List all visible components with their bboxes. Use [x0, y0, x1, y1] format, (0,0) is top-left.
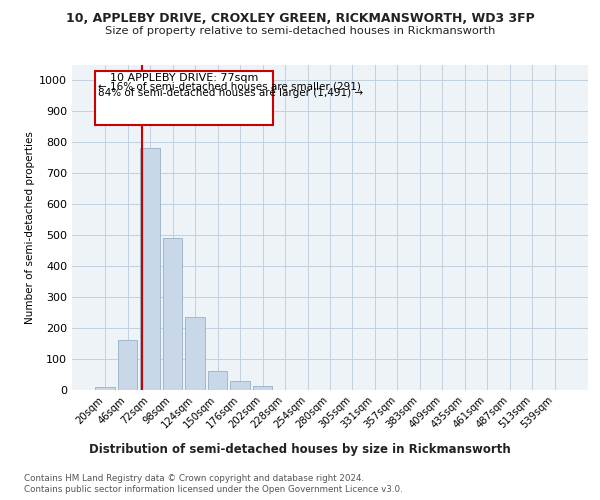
Bar	[253, 386, 272, 390]
FancyBboxPatch shape	[95, 71, 272, 126]
Text: ← 16% of semi-detached houses are smaller (291): ← 16% of semi-detached houses are smalle…	[98, 81, 361, 91]
Bar	[208, 371, 227, 390]
Bar	[95, 387, 115, 390]
Text: 84% of semi-detached houses are larger (1,491) →: 84% of semi-detached houses are larger (…	[98, 88, 364, 98]
Bar	[140, 148, 160, 390]
Bar	[118, 340, 137, 390]
Bar	[163, 238, 182, 390]
Text: 10, APPLEBY DRIVE, CROXLEY GREEN, RICKMANSWORTH, WD3 3FP: 10, APPLEBY DRIVE, CROXLEY GREEN, RICKMA…	[65, 12, 535, 26]
Y-axis label: Number of semi-detached properties: Number of semi-detached properties	[25, 131, 35, 324]
Text: Distribution of semi-detached houses by size in Rickmansworth: Distribution of semi-detached houses by …	[89, 442, 511, 456]
Text: 10 APPLEBY DRIVE: 77sqm: 10 APPLEBY DRIVE: 77sqm	[110, 74, 258, 84]
Bar	[185, 318, 205, 390]
Text: Contains public sector information licensed under the Open Government Licence v3: Contains public sector information licen…	[24, 485, 403, 494]
Bar	[230, 382, 250, 390]
Text: Size of property relative to semi-detached houses in Rickmansworth: Size of property relative to semi-detach…	[105, 26, 495, 36]
Text: Contains HM Land Registry data © Crown copyright and database right 2024.: Contains HM Land Registry data © Crown c…	[24, 474, 364, 483]
